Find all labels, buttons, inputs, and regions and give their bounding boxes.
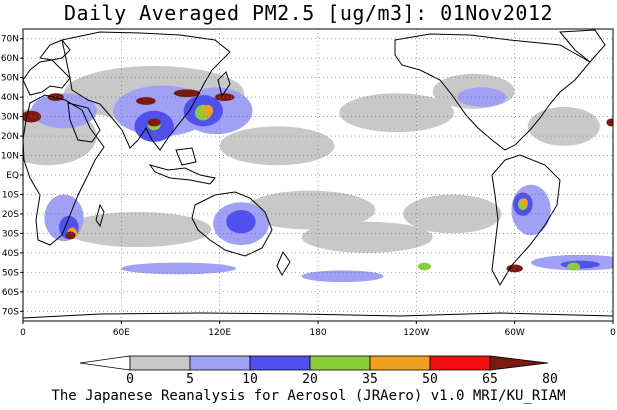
lon-tick-label: 0 [610, 328, 616, 338]
lat-tick-label: 10S [2, 190, 19, 200]
lat-tick-label: 70S [2, 307, 19, 317]
coastline-africa [23, 94, 105, 246]
credit-line: The Japanese Reanalysis for Aerosol (JRA… [51, 388, 566, 404]
pm25-region [417, 262, 432, 271]
pm25-region [527, 106, 600, 146]
coastline-arabia [67, 102, 101, 143]
lat-tick-label: 60N [1, 54, 19, 64]
coastline-scandinavia [39, 39, 71, 61]
coastline-south-america [491, 154, 561, 287]
colorbar-tick-label: 65 [482, 372, 498, 387]
colorbar-segment [129, 355, 191, 371]
lat-tick-label: 10N [1, 152, 19, 162]
pm25-region [173, 89, 200, 98]
pm25-region [121, 262, 237, 275]
colorbar-tick-label: 20 [302, 372, 318, 387]
pm25-region [403, 194, 502, 234]
lat-tick-label: EQ [6, 171, 19, 181]
pm25-region [301, 221, 433, 253]
lat-tick-label: 40S [2, 249, 19, 259]
pm25-region [136, 97, 156, 105]
lat-tick-label: 20S [2, 210, 19, 220]
colorbar-tick-label: 0 [126, 372, 134, 387]
pm25-region [147, 118, 161, 127]
coastline-north-america [394, 33, 591, 151]
pm25-region [606, 118, 613, 127]
lon-tick-label: 60E [113, 328, 130, 338]
page-title: Daily Averaged PM2.5 [ug/m3]: 01Nov2012 [63, 1, 554, 25]
lon-tick-label: 60W [504, 328, 524, 338]
pm25-region [301, 270, 384, 283]
colorbar-tick-label: 5 [186, 372, 194, 387]
pm25-region [457, 87, 507, 107]
colorbar-segment [249, 355, 311, 371]
pm25-region [219, 126, 335, 166]
coastline-asia [61, 31, 231, 151]
lat-tick-label: 50N [1, 74, 19, 84]
colorbar-tick-label: 50 [422, 372, 438, 387]
pm25-region [65, 231, 76, 240]
pm25-region [31, 93, 97, 129]
lat-tick-label: 30N [1, 113, 19, 123]
colorbar-segment [189, 355, 251, 371]
lon-tick-label: 120W [403, 328, 429, 338]
coastline-madagascar [95, 203, 105, 228]
colorbar-tick-label: 35 [362, 372, 378, 387]
coastline-new-zealand [276, 250, 291, 276]
lat-tick-label: 40N [1, 93, 19, 103]
pm25-region [521, 198, 528, 207]
pm25-region [203, 104, 214, 117]
coastline-borneo [175, 147, 197, 166]
pm25-region [560, 260, 600, 269]
colorbar-segment [489, 355, 549, 371]
longitude-axis-labels: 0 60E 120E 180 120W 60W 0 [20, 321, 616, 338]
latitude-axis-labels: 70N 60N 50N 40N 30N 20N 10N EQ 10S 20S 30S 40S 50S 60… [1, 35, 23, 317]
lat-tick-label: 60S [2, 288, 19, 298]
coastlines [23, 29, 613, 319]
colorbar-segment [429, 355, 491, 371]
pm25-region [339, 93, 455, 133]
lon-tick-label: 120E [208, 328, 231, 338]
pm25-level-1 [23, 65, 600, 253]
coastline-greenland [558, 29, 606, 63]
pm25-region [63, 211, 212, 248]
colorbar-segment [309, 355, 371, 371]
lon-tick-label: 180 [309, 328, 326, 338]
lat-tick-label: 70N [1, 35, 19, 45]
lat-tick-label: 20N [1, 132, 19, 142]
pm25-region [226, 210, 256, 234]
colorbar-tick-label: 80 [542, 372, 558, 387]
pm25-region [244, 190, 376, 230]
colorbar: 0 5 10 20 35 50 65 80 [79, 355, 558, 387]
pm25-region [567, 262, 581, 271]
pm25-region [214, 93, 235, 102]
coastline-antarctica [23, 312, 613, 319]
graticule [23, 29, 613, 321]
colorbar-segment [79, 355, 131, 371]
lat-tick-label: 50S [2, 268, 19, 278]
pm25-concentration-field [23, 65, 613, 283]
coastline-australia [191, 191, 273, 257]
coastline-japan [217, 71, 231, 98]
colorbar-segment [369, 355, 431, 371]
lon-tick-label: 0 [20, 328, 26, 338]
lat-tick-label: 30S [2, 229, 19, 239]
colorbar-tick-label: 10 [242, 372, 258, 387]
coastline-indonesia [148, 164, 216, 185]
